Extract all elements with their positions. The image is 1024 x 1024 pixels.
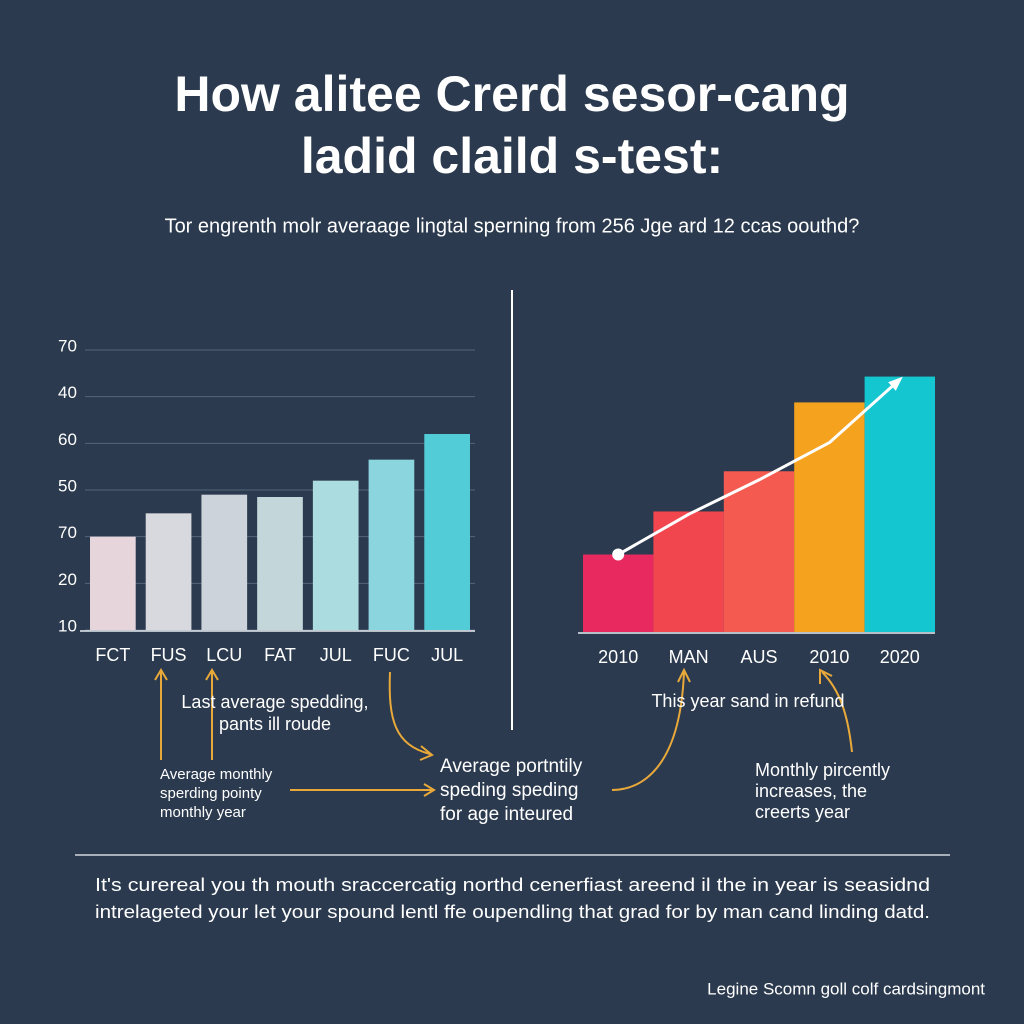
x-tick-label: 2020 xyxy=(880,647,920,667)
x-tick-label: FUC xyxy=(373,645,410,665)
arrow xyxy=(205,668,219,760)
y-tick-label: 50 xyxy=(58,476,77,495)
annotation: pants ill roude xyxy=(219,714,331,734)
bar xyxy=(368,459,415,630)
annotation: Monthly pircently xyxy=(755,760,890,780)
annotation: for age inteured xyxy=(440,804,573,825)
arrow xyxy=(154,668,168,760)
title-line: ladid claild s-test: xyxy=(301,128,723,184)
annotation: Average monthly xyxy=(160,766,273,783)
y-tick-label: 70 xyxy=(58,523,77,542)
annotation: monthly year xyxy=(160,804,246,821)
x-tick-label: LCU xyxy=(206,645,242,665)
annotation: increases, the xyxy=(755,781,867,801)
bar xyxy=(583,554,654,632)
bar xyxy=(424,434,470,630)
x-tick-label: JUL xyxy=(320,645,352,665)
arrow xyxy=(611,667,691,791)
annotation: sperding pointy xyxy=(160,785,262,802)
trend-start xyxy=(612,548,625,561)
bar xyxy=(201,494,248,630)
x-tick-label: FUS xyxy=(151,645,187,665)
x-tick-label: 2010 xyxy=(598,647,638,667)
footer-text: intrelageted your let your spound lentl … xyxy=(95,902,930,922)
subtitle: Tor engrenth molr averaage lingtal spern… xyxy=(165,215,860,237)
arrow xyxy=(290,783,436,797)
x-tick-label: FCT xyxy=(95,645,130,665)
x-tick-label: AUS xyxy=(740,647,777,667)
x-tick-label: MAN xyxy=(669,647,709,667)
bar xyxy=(653,511,724,632)
arrows xyxy=(154,667,853,797)
bar xyxy=(145,513,192,630)
trend-arrowhead xyxy=(888,376,903,391)
annotation: speding speding xyxy=(440,780,578,801)
annotation: This year sand in refund xyxy=(651,691,844,711)
arrow xyxy=(819,668,853,753)
arrow xyxy=(388,671,434,761)
trend-line xyxy=(617,378,901,556)
y-tick-label: 10 xyxy=(58,616,77,635)
footer-text: It's curereal you th mouth sraccercatig … xyxy=(95,875,930,895)
x-tick-label: 2010 xyxy=(809,647,849,667)
bar xyxy=(794,402,865,632)
y-tick-label: 60 xyxy=(58,430,77,449)
y-tick-label: 40 xyxy=(58,383,77,402)
y-tick-label: 20 xyxy=(58,570,77,589)
x-tick-label: FAT xyxy=(264,645,296,665)
bar xyxy=(312,480,359,630)
annotation: Last average spedding, xyxy=(181,692,368,712)
annotation: creerts year xyxy=(755,802,850,822)
annotation: Average portntily xyxy=(440,756,583,777)
y-tick-label: 70 xyxy=(58,336,77,355)
credit: Legine Scomn goll colf cardsingmont xyxy=(707,979,985,998)
title-line: How alitee Crerd sesor-cang xyxy=(174,66,849,122)
bar xyxy=(90,536,136,630)
bar xyxy=(257,497,303,630)
x-tick-label: JUL xyxy=(431,645,463,665)
bar xyxy=(723,471,795,632)
bar xyxy=(864,376,935,632)
